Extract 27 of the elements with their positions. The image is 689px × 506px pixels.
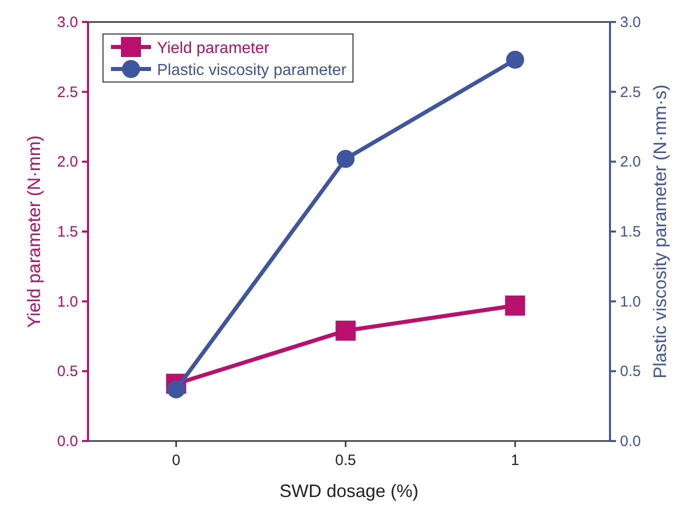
point: [336, 320, 356, 341]
y2-tick-label: 2.5: [620, 84, 641, 101]
legend-label: Plastic viscosity parameter: [157, 62, 348, 79]
legend-label: Yield parameter: [157, 40, 270, 57]
x-tick-label: 0: [172, 452, 180, 469]
y2-tick-label: 2.0: [620, 154, 641, 171]
y2-tick-label: 0.0: [620, 433, 641, 450]
y2-tick-label: 0.5: [620, 363, 641, 380]
y2-tick-label: 3.0: [620, 14, 641, 31]
y2-axis-title: Plastic viscosity parameter (N·mm·s): [650, 84, 670, 379]
x-tick-label: 1: [510, 452, 520, 469]
x-tick-label: 0.5: [335, 452, 356, 469]
point: [336, 150, 355, 168]
y-tick-label: 1.5: [57, 224, 78, 240]
y-axis-title: Yield parameter (N·mm): [24, 135, 44, 328]
point: [167, 380, 186, 398]
y-tick-label: 0.0: [57, 433, 78, 450]
y-tick-label: 0.5: [57, 363, 78, 380]
y-tick-label: 3.0: [57, 14, 78, 31]
point: [505, 296, 526, 316]
x-axis-title: SWD dosage (%): [279, 481, 419, 501]
y-tick-label: 2.0: [57, 154, 78, 171]
point: [506, 50, 524, 69]
y-tick-label: 1.0: [57, 293, 78, 310]
y-tick-label: 2.5: [57, 84, 78, 101]
y2-tick-label: 1.0: [620, 293, 641, 310]
y2-tick-label: 1.5: [620, 224, 641, 240]
